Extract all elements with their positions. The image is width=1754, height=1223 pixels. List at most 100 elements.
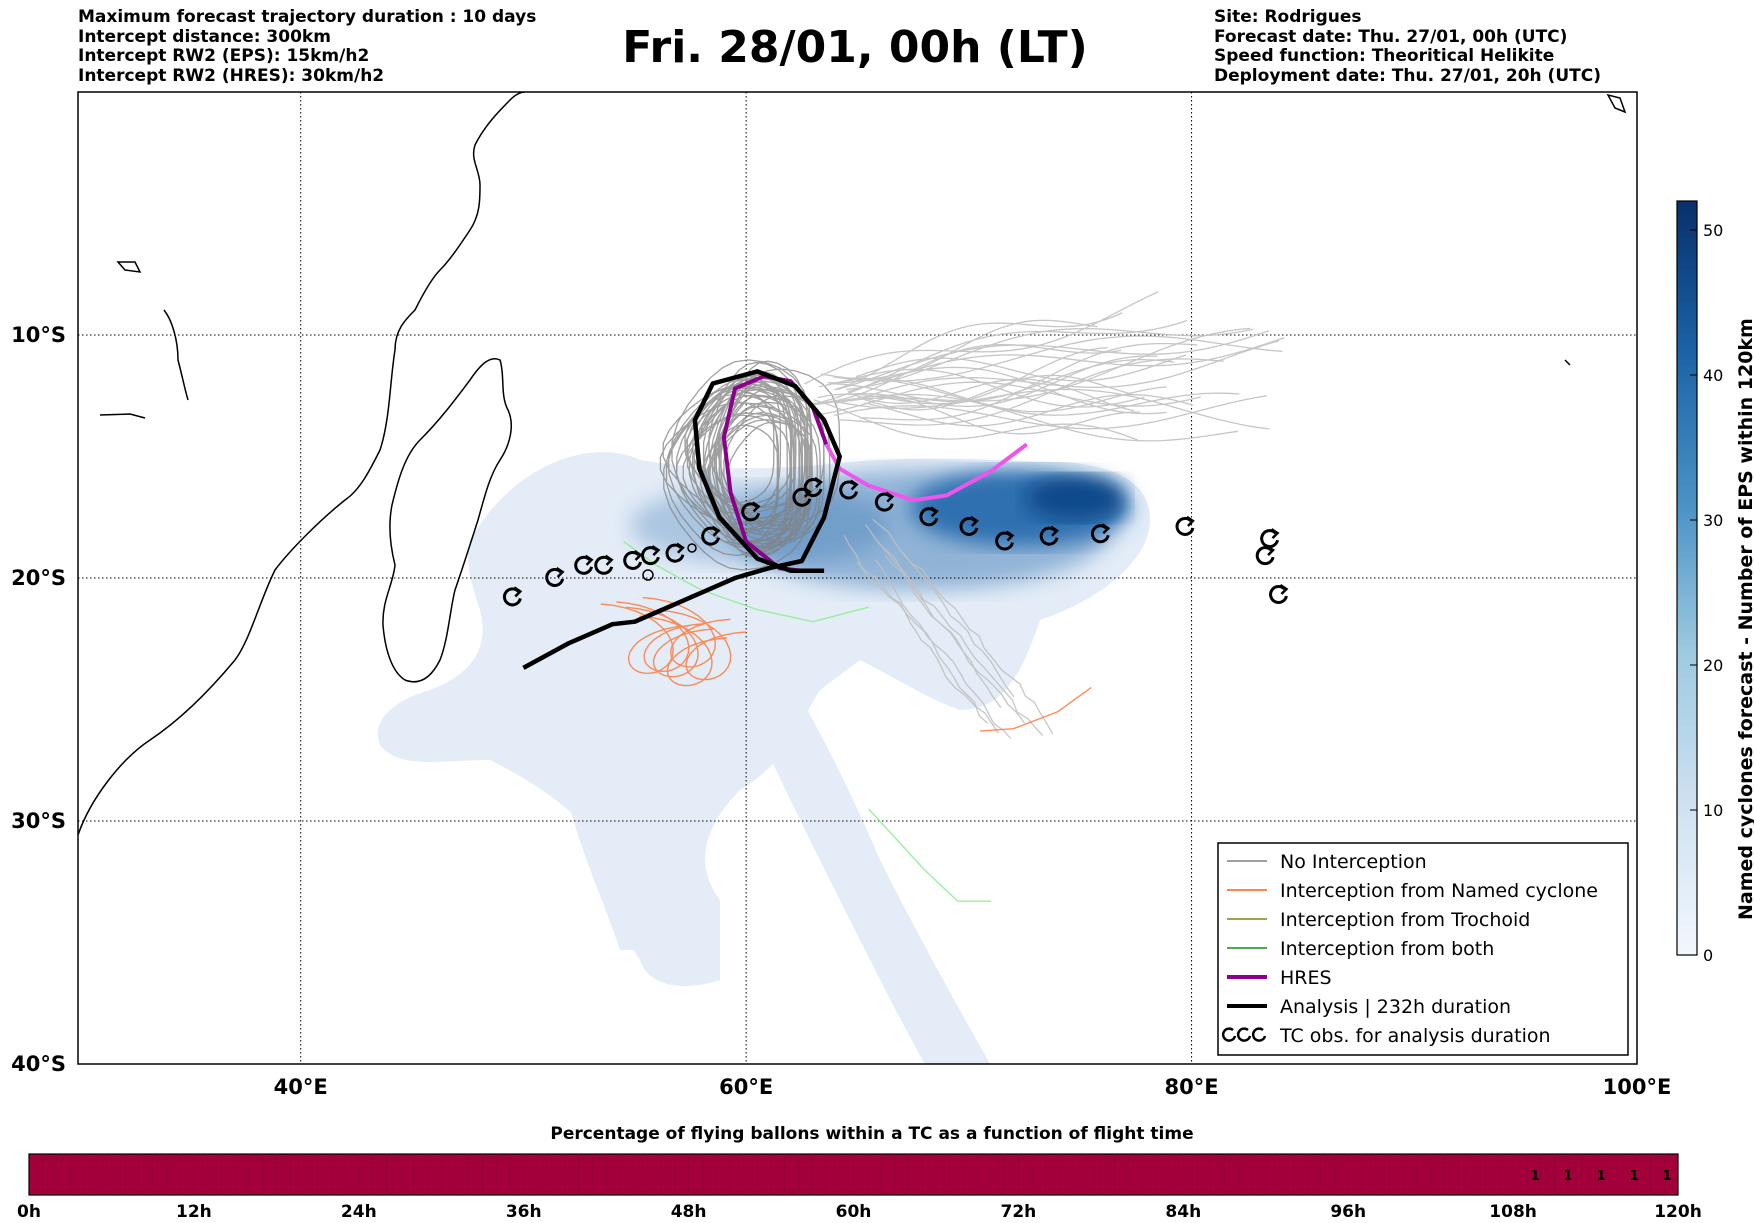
interception-light-green-trajectories [623,540,992,902]
analysis-track [522,369,842,670]
trajectory [625,606,714,678]
trajectory [864,524,1002,708]
legend-label: Interception from Trochoid [1280,909,1530,931]
tc-symbol-icon [874,491,895,512]
trajectory [843,535,989,724]
header-right-line: Forecast date: Thu. 27/01, 00h (UTC) [1214,26,1568,47]
legend-label: TC obs. for analysis duration [1279,1025,1551,1047]
small-island [642,569,654,581]
tc-symbol-icon [641,545,661,566]
trajectory [852,378,1135,412]
trajectory [708,375,782,512]
trajectory [902,552,1054,735]
bar-tick-label: 0h [17,1202,41,1222]
no-interception-trajectories-light [804,291,1285,739]
tc-symbol-icon [959,515,979,536]
trajectory [804,291,1159,385]
trajectory [688,401,780,533]
legend-entry: No Interception [1227,851,1427,873]
tc-symbol-icon [919,506,939,527]
lon-tick-label: 40°E [274,1075,328,1099]
legend-entry: Interception from Named cyclone [1227,880,1598,902]
trajectory [810,319,1188,406]
trajectory [846,377,1240,416]
lon-tick-label: 100°E [1603,1075,1672,1099]
lat-tick-label: 30°S [11,809,66,833]
bar-tick-label: 48h [671,1202,707,1222]
colorbar-tick-label: 40 [1703,366,1723,385]
bar-tick-label: 108h [1489,1202,1537,1222]
tc-symbol-icon [1260,528,1280,549]
colorbar-tick-label: 10 [1703,801,1723,820]
trajectory [813,399,1139,441]
trajectory [817,346,1108,405]
small-island [1564,359,1571,366]
tc-symbol-icon [1236,1027,1252,1042]
header-right-line: Speed function: Theoritical Helikite [1214,46,1555,66]
header-right: Site: Rodrigues Forecast date: Thu. 27/0… [1214,7,1601,86]
trajectory [665,393,795,557]
coastlines [78,92,1627,836]
legend-label: No Interception [1280,851,1427,873]
legend-entry: Interception from both [1227,938,1494,960]
map-title: Fri. 28/01, 00h (LT) [622,22,1088,73]
trajectory [877,541,1026,724]
tc-symbol-icon [574,554,594,575]
bar-cell-value: 1 [1630,1169,1639,1184]
density-core [1025,476,1125,520]
header-left-line: Intercept RW2 (EPS): 15km/h2 [78,46,370,66]
africa-coast [78,92,526,836]
flight-time-bar: Percentage of flying ballons within a TC… [17,1124,1702,1222]
map-axis-labels: 40°E 60°E 80°E 100°E 10°S 20°S 30°S 40°S [11,323,1671,1099]
bar-cell-value: 1 [1564,1169,1573,1184]
bar-tick-label: 96h [1330,1202,1366,1222]
lat-tick-label: 20°S [11,566,66,590]
legend-label: HRES [1280,967,1332,989]
tc-symbol-icon [623,549,643,570]
header-left-line: Intercept RW2 (HRES): 30km/h2 [78,65,385,86]
trajectory [864,340,1280,398]
small-island [687,543,697,553]
trajectory [833,388,1270,430]
bar-tick-label: 72h [1001,1202,1037,1222]
lat-tick-label: 40°S [11,1052,66,1076]
colorbar-label: Named cyclones forecast - Number of EPS … [1735,318,1754,920]
interception-named-trajectories [600,596,1092,732]
tc-symbol-icon [995,530,1015,551]
trajectory [859,342,1198,421]
trajectory [811,393,1238,442]
trajectory [875,559,1012,739]
legend-entry: TC obs. for analysis duration [1221,1025,1551,1047]
trajectory [872,518,1015,698]
tc-symbol-icon [1039,525,1059,546]
bar-tick-label: 120h [1654,1202,1702,1222]
tc-symbol-icon [741,501,761,522]
tc-symbol-icon [594,554,614,575]
trajectory [862,374,1135,411]
colorbar-tick-label: 20 [1703,656,1723,675]
trajectory [718,387,813,525]
bar-cell-value: 1 [1597,1169,1606,1184]
small-island [116,261,142,273]
tc-symbol-icon [1175,515,1195,536]
lat-tick-label: 10°S [11,323,66,347]
density-plume [600,740,700,930]
colorbar-tick-label: 0 [1703,946,1713,965]
trajectory [846,327,1254,391]
trajectory [686,394,813,525]
small-island [163,309,189,401]
tc-symbol-icon [803,477,823,498]
colorbar-gradient [1676,200,1698,956]
bar-tick-label: 84h [1165,1202,1201,1222]
madagascar-coast [382,358,512,683]
trajectory [818,368,1145,408]
lon-tick-label: 80°E [1165,1075,1219,1099]
trajectory [639,615,728,687]
trajectory [623,540,869,623]
tc-observations [503,477,1289,607]
legend-label: Interception from Named cyclone [1280,880,1598,902]
bar-tick-label: 36h [506,1202,542,1222]
tc-symbol-icon [1269,583,1289,604]
tc-symbol-icon [1090,523,1111,544]
tc-symbol-icon [503,586,523,607]
